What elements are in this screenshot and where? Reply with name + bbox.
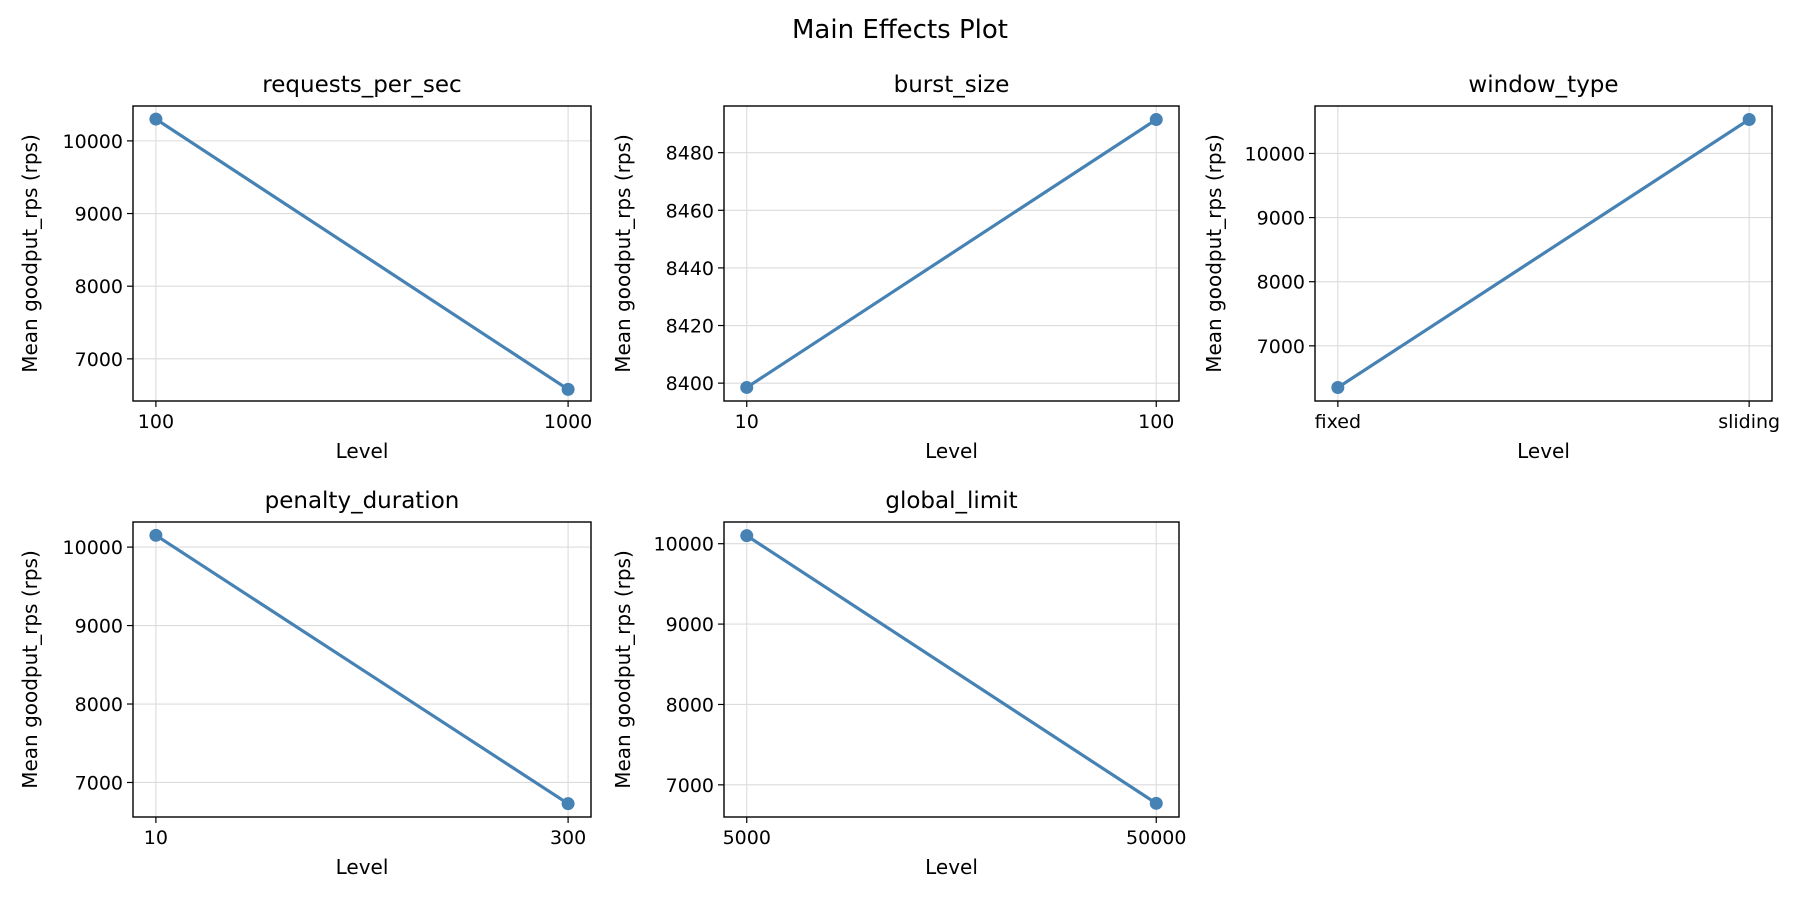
y-tick-label: 8480 [666, 143, 714, 165]
subplot-4: 10 300 7000 8000 9000 10000 penalty_duration Le… [18, 488, 592, 879]
y-tick-label: 9000 [1257, 208, 1305, 230]
y-tick-label: 7000 [75, 349, 123, 371]
data-point [740, 529, 754, 543]
y-axis-label: Mean goodput_rps (rps) [18, 134, 42, 373]
x-tick-label: sliding [1718, 411, 1780, 433]
subplot-title: penalty_duration [265, 488, 460, 514]
subplot-3: fixed sliding 7000 8000 9000 10000 window_type… [1202, 72, 1780, 463]
axes-frame [723, 521, 1180, 818]
x-tick-label: 1000 [544, 411, 592, 433]
y-tick-label: 8000 [1257, 272, 1305, 294]
y-tick-label: 8460 [666, 200, 714, 222]
axes-frame [723, 105, 1180, 402]
x-axis-label: Level [1517, 439, 1570, 463]
x-axis-label: Level [925, 855, 978, 879]
y-tick-label: 7000 [75, 772, 123, 794]
y-tick-label: 8000 [666, 694, 714, 716]
y-tick-label: 8000 [75, 694, 123, 716]
y-axis-label: Mean goodput_rps (rps) [18, 550, 42, 789]
x-tick-label: fixed [1315, 411, 1361, 433]
x-tick-label: 50000 [1126, 827, 1186, 849]
y-tick-label: 10000 [1245, 143, 1305, 165]
series-line [154, 533, 570, 806]
data-point [561, 797, 575, 811]
series-line [745, 117, 1158, 390]
figure-title: Main Effects Plot [792, 15, 1008, 45]
x-axis-label: Level [336, 855, 389, 879]
y-tick-label: 9000 [75, 204, 123, 226]
y-tick-label: 9000 [666, 614, 714, 636]
axes-frame [132, 105, 592, 402]
x-axis-label: Level [336, 439, 389, 463]
data-point [149, 528, 163, 542]
y-tick-label: 10000 [63, 131, 123, 153]
y-tick-label: 7000 [666, 775, 714, 797]
x-tick-label: 5000 [723, 827, 771, 849]
subplot-title: burst_size [894, 72, 1010, 98]
data-point [1742, 112, 1756, 126]
y-tick-label: 8420 [666, 316, 714, 338]
y-tick-label: 7000 [1257, 336, 1305, 358]
subplot-5: 5000 50000 7000 8000 9000 10000 global_limit Le… [611, 488, 1186, 879]
data-point [1149, 796, 1163, 810]
subplot-title: window_type [1468, 72, 1618, 98]
subplot-1: 100 1000 7000 8000 9000 10000 requests_per_sec… [18, 72, 592, 463]
data-point [1149, 113, 1163, 127]
x-tick-label: 10 [735, 411, 759, 433]
subplot-title: requests_per_sec [262, 72, 461, 98]
subplot-title: global_limit [885, 488, 1017, 514]
data-point [1331, 381, 1345, 395]
data-point [561, 382, 575, 396]
series-line [745, 534, 1158, 805]
data-point [149, 112, 163, 126]
axes-frame [132, 521, 592, 818]
axes-frame [1314, 105, 1773, 402]
x-tick-label: 10 [144, 827, 168, 849]
y-tick-label: 8400 [666, 373, 714, 395]
x-tick-label: 100 [138, 411, 174, 433]
x-tick-label: 300 [550, 827, 586, 849]
y-axis-label: Mean goodput_rps (rps) [611, 134, 635, 373]
data-point [740, 380, 754, 394]
y-tick-label: 10000 [654, 534, 714, 556]
y-tick-label: 10000 [63, 537, 123, 559]
y-axis-label: Mean goodput_rps (rps) [1202, 134, 1226, 373]
subplot-2: 10 100 8400 8420 8440 8460 8480 burst_size Level… [611, 72, 1180, 463]
y-tick-label: 8000 [75, 276, 123, 298]
series-line [154, 117, 570, 391]
y-axis-label: Mean goodput_rps (rps) [611, 550, 635, 789]
series-line [1336, 117, 1751, 390]
x-tick-label: 100 [1138, 411, 1174, 433]
y-tick-label: 9000 [75, 616, 123, 638]
x-axis-label: Level [925, 439, 978, 463]
y-tick-label: 8440 [666, 258, 714, 280]
